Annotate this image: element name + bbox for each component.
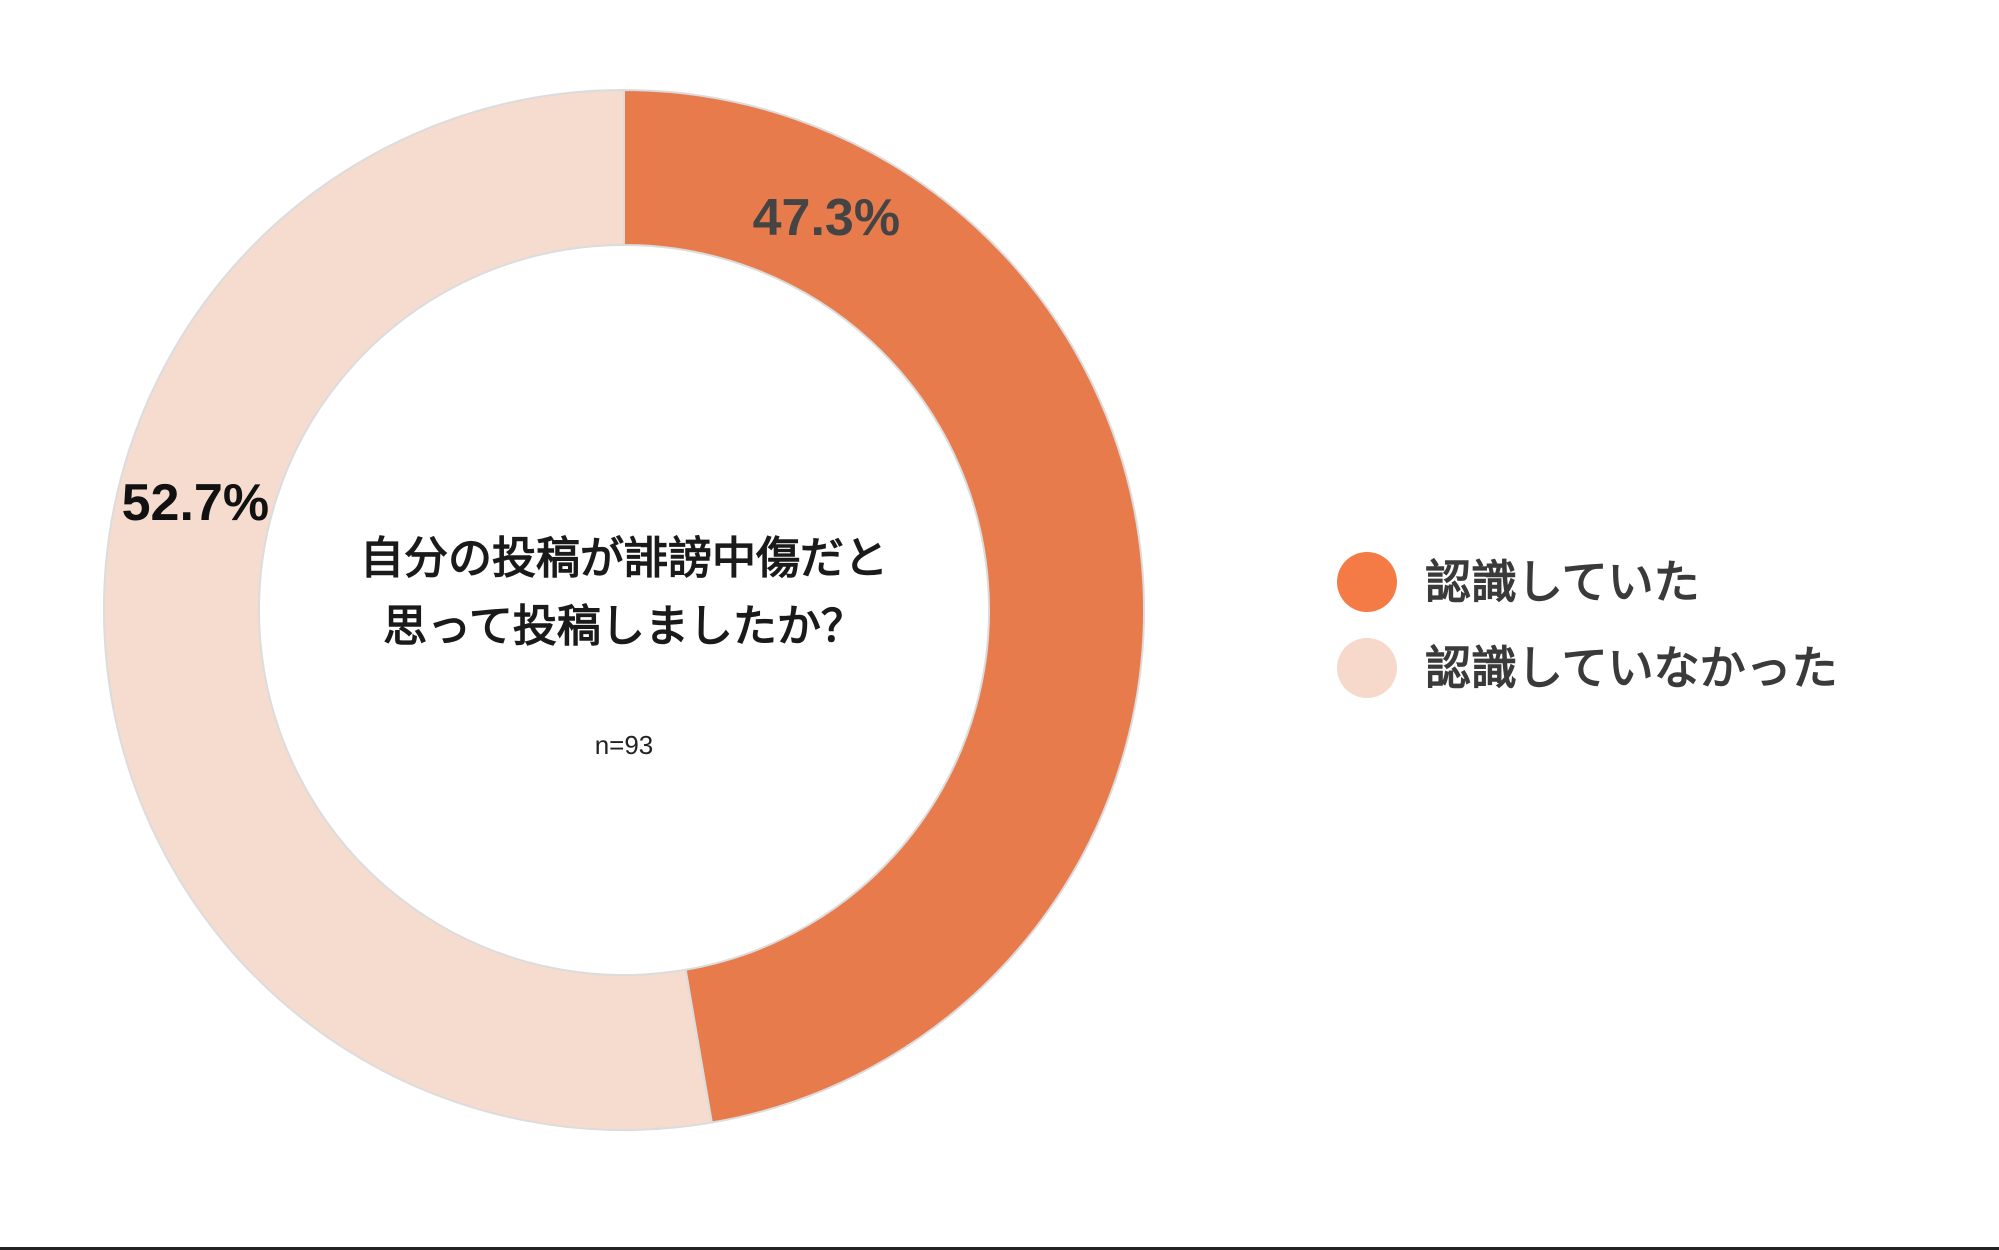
legend-label-1: 認識していた: [1425, 555, 1700, 609]
legend-swatch-2: [1337, 638, 1397, 698]
donut-center: 自分の投稿が誹謗中傷だと 思って投稿しましたか？ n=93: [360, 533, 888, 760]
slice-value-label-2: 52.7%: [122, 474, 269, 532]
chart-title-line-2: 思って投稿しましたか？: [383, 601, 865, 652]
donut-slice-1: [623, 88, 1145, 1124]
legend-swatch-1: [1337, 552, 1397, 612]
slice-labels: 47.3% 52.7%: [122, 189, 900, 532]
bottom-divider: [0, 1247, 1999, 1250]
donut-slice-2: [103, 88, 713, 1131]
sample-size-note: n=93: [595, 730, 654, 760]
legend-label-2: 認識していなかった: [1425, 641, 1838, 695]
donut-slices: [103, 88, 1145, 1131]
chart-title-line-1: 自分の投稿が誹謗中傷だと: [360, 533, 888, 584]
slice-value-label-1: 47.3%: [753, 189, 900, 247]
